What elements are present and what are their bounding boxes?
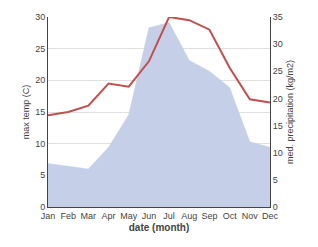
svg-text:date (month): date (month)	[129, 222, 190, 233]
svg-text:5: 5	[273, 175, 278, 185]
svg-text:Jul: Jul	[163, 211, 175, 221]
svg-text:25: 25	[35, 44, 45, 54]
svg-text:0: 0	[273, 202, 278, 212]
svg-text:max temp (C): max temp (C)	[21, 85, 31, 140]
svg-text:Sep: Sep	[201, 211, 217, 221]
svg-text:35: 35	[273, 12, 283, 22]
svg-text:15: 15	[35, 107, 45, 117]
svg-text:Oct: Oct	[223, 211, 238, 221]
svg-text:0: 0	[40, 202, 45, 212]
svg-text:Jun: Jun	[142, 211, 157, 221]
svg-text:Nov: Nov	[242, 211, 259, 221]
svg-text:20: 20	[35, 75, 45, 85]
svg-text:10: 10	[273, 148, 283, 158]
svg-text:Apr: Apr	[102, 211, 116, 221]
svg-text:med. precipitation (kg/m2): med. precipitation (kg/m2)	[285, 60, 295, 164]
svg-text:30: 30	[35, 12, 45, 22]
svg-text:May: May	[120, 211, 138, 221]
svg-text:Feb: Feb	[60, 211, 76, 221]
svg-text:Aug: Aug	[181, 211, 197, 221]
svg-text:Jan: Jan	[41, 211, 56, 221]
svg-text:20: 20	[273, 94, 283, 104]
svg-text:30: 30	[273, 39, 283, 49]
svg-text:Dec: Dec	[262, 211, 279, 221]
svg-text:10: 10	[35, 139, 45, 149]
svg-text:15: 15	[273, 121, 283, 131]
svg-text:Mar: Mar	[81, 211, 97, 221]
svg-text:25: 25	[273, 66, 283, 76]
svg-text:5: 5	[40, 170, 45, 180]
